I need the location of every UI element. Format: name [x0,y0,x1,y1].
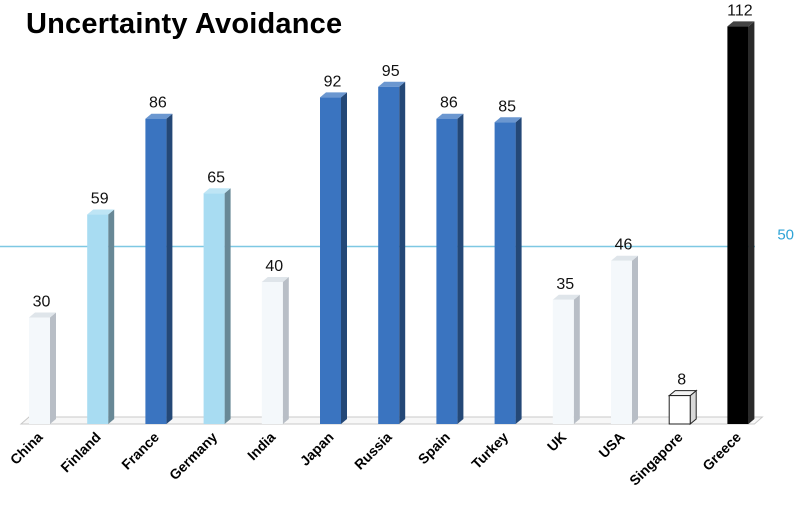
x-tick-label-singapore: Singapore [626,429,686,489]
bar-side-face [573,294,580,424]
bar-top-face [320,92,347,98]
bar-singapore [667,389,698,426]
x-tick-label-spain: Spain [415,429,453,467]
chart-title: Uncertainty Avoidance [26,8,343,40]
bar-side-face [748,21,755,425]
bar-top-face [29,312,56,318]
x-tick-label-uk: UK [544,429,570,455]
bar-finland [87,209,115,424]
bar-russia [378,81,406,424]
bar-germany [203,188,231,424]
bar-front-face [668,395,691,425]
bar-greece [727,21,755,425]
bar-top-face [87,209,115,215]
reference-line-group: 50 [0,227,794,248]
x-tick-label-turkey: Turkey [468,429,511,472]
x-tick-labels-group: China Finland France Germany India Japan Russi… [7,429,744,489]
bar-france [145,113,173,424]
bar-side-face [108,209,115,424]
bar-china [29,312,56,424]
value-label-uk: 35 [556,276,574,293]
value-label-spain: 86 [440,95,458,112]
bar-side-face [689,389,697,426]
bar-top-face [552,294,580,300]
bar-top-face [436,113,464,119]
bar-usa [611,255,638,424]
bar-japan [320,92,347,425]
bar-top-face [203,188,231,194]
x-tick-label-france: France [118,429,162,473]
bar-front-face [87,214,109,424]
bar-side-face [515,117,522,424]
x-tick-label-russia: Russia [351,429,395,473]
bar-side-face [50,312,56,424]
x-tick-label-usa: USA [595,429,627,461]
bar-side-face [166,113,173,424]
x-tick-label-germany: Germany [166,429,220,483]
x-tick-label-china: China [7,429,46,468]
x-tick-label-finland: Finland [57,429,104,476]
value-label-greece: 112 [727,2,753,19]
bar-spain [436,113,464,424]
bar-front-face [494,122,516,424]
value-label-usa: 46 [615,237,633,254]
value-label-china: 30 [33,294,51,311]
bar-front-face [320,97,341,425]
bar-side-face [457,113,464,424]
bar-top-face [494,117,522,123]
bar-front-face [145,118,167,424]
value-label-russia: 95 [382,63,400,80]
x-tick-label-greece: Greece [699,429,744,474]
bar-front-face [436,118,458,424]
value-labels-group: 30 59 86 65 40 92 95 86 85 35 46 8 112 [33,2,753,388]
value-label-france: 86 [149,95,167,112]
bar-side-face [224,188,231,424]
bars-group [29,21,755,426]
bar-front-face [378,86,400,424]
x-tick-label-india: India [244,429,279,464]
bar-top-face [727,21,755,27]
bar-front-face [727,26,749,425]
value-label-singapore: 8 [677,372,686,389]
bar-side-face [341,92,347,425]
value-label-india: 40 [265,258,283,275]
bar-top-face [145,113,173,119]
bar-india [261,277,289,424]
bar-front-face [203,193,225,424]
bar-top-face [611,255,638,261]
x-tick-label-japan: Japan [297,429,337,469]
bar-top-face [261,277,289,282]
bar-front-face [611,260,632,424]
reference-line-label: 50 [777,227,794,244]
bar-front-face [552,299,574,424]
bar-front-face [29,317,50,424]
bar-top-face [378,81,406,87]
value-label-japan: 92 [324,73,342,90]
value-label-germany: 65 [207,169,225,186]
bar-side-face [399,81,406,424]
bar-turkey [494,117,522,424]
bar-uk [552,294,580,424]
bar-side-face [632,255,638,424]
value-label-finland: 59 [91,191,109,208]
bar-front-face [261,282,283,424]
bar-side-face [282,277,289,424]
value-label-turkey: 85 [498,98,516,115]
